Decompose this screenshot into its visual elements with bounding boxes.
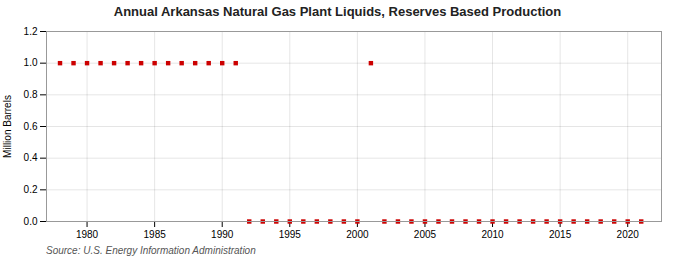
svg-text:0.4: 0.4 xyxy=(24,152,38,163)
svg-text:0.8: 0.8 xyxy=(24,89,38,100)
html-text:Annual Arkansas Natural Gas Pl: Annual Arkansas Natural Gas Plant Liquid… xyxy=(113,4,562,19)
svg-text:0.6: 0.6 xyxy=(24,121,38,132)
svg-text:2020: 2020 xyxy=(617,229,640,240)
svg-text:1995: 1995 xyxy=(279,229,302,240)
svg-text:1980: 1980 xyxy=(76,229,99,240)
svg-text:2005: 2005 xyxy=(414,229,437,240)
svg-text:0.0: 0.0 xyxy=(24,216,38,227)
svg-text:2015: 2015 xyxy=(549,229,572,240)
svg-text:1.0: 1.0 xyxy=(24,57,38,68)
svg-text:1990: 1990 xyxy=(211,229,234,240)
svg-text:2010: 2010 xyxy=(481,229,504,240)
svg-text:1985: 1985 xyxy=(144,229,167,240)
svg-text:Million Barrels: Million Barrels xyxy=(2,95,13,158)
html-text:Source: U.S. Energy Informatio: Source: U.S. Energy Information Administ… xyxy=(46,245,256,256)
svg-text:1.2: 1.2 xyxy=(24,26,38,37)
svg-text:0.2: 0.2 xyxy=(24,184,38,195)
svg-text:2000: 2000 xyxy=(346,229,369,240)
